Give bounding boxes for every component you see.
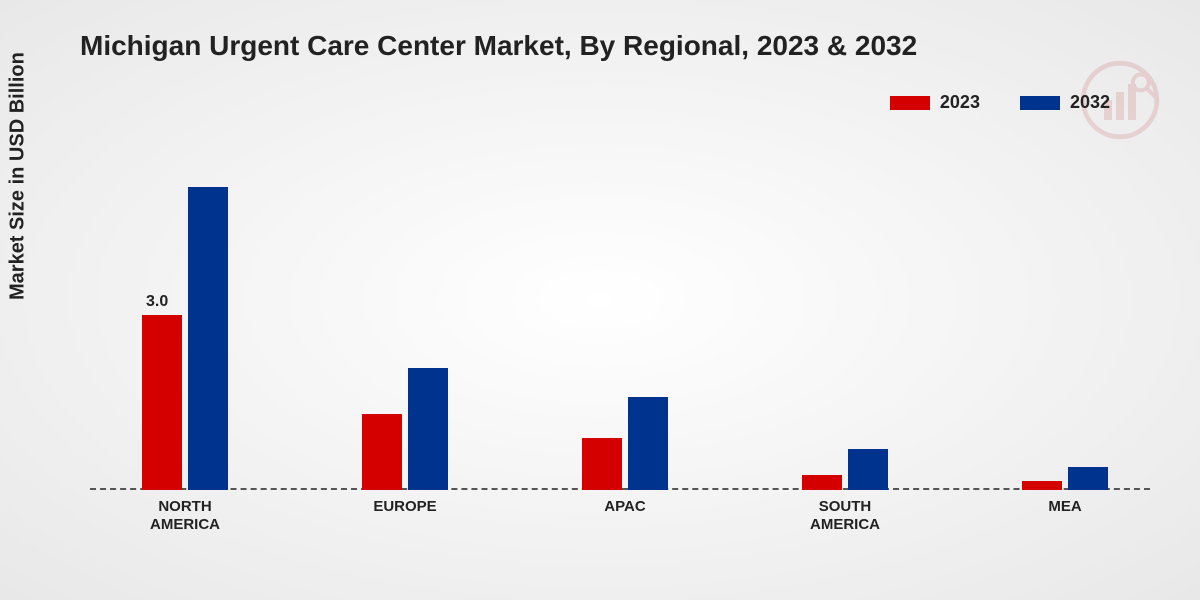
legend-label-2032: 2032 (1070, 92, 1110, 113)
bar (802, 475, 842, 490)
bar (1068, 467, 1108, 490)
bar-group (790, 140, 900, 490)
bar-group (1010, 140, 1120, 490)
bar (1022, 481, 1062, 490)
bar-group: 3.0 (130, 140, 240, 490)
x-axis-category-label: MEA (1000, 498, 1130, 516)
bar (362, 414, 402, 490)
x-axis-labels: NORTHAMERICA EUROPE APAC SOUTHAMERICA MEA (90, 498, 1150, 558)
x-axis-category-label: APAC (560, 498, 690, 516)
bar (628, 397, 668, 490)
legend: 2023 2032 (890, 92, 1110, 113)
bar (848, 449, 888, 490)
bar (408, 368, 448, 491)
y-axis-label: Market Size in USD Billion (7, 52, 30, 300)
bar-value-label: 3.0 (146, 293, 168, 311)
bar (188, 187, 228, 490)
x-axis-category-label: NORTHAMERICA (120, 498, 250, 534)
x-axis-category-label: SOUTHAMERICA (780, 498, 910, 534)
plot-area: 3.0 (90, 140, 1150, 490)
chart-title: Michigan Urgent Care Center Market, By R… (80, 30, 917, 62)
bar: 3.0 (142, 315, 182, 490)
legend-item-2032: 2032 (1020, 92, 1110, 113)
legend-item-2023: 2023 (890, 92, 980, 113)
legend-label-2023: 2023 (940, 92, 980, 113)
bar-group (350, 140, 460, 490)
legend-swatch-2023 (890, 96, 930, 110)
x-axis-category-label: EUROPE (340, 498, 470, 516)
bar-group (570, 140, 680, 490)
legend-swatch-2032 (1020, 96, 1060, 110)
bar (582, 438, 622, 491)
